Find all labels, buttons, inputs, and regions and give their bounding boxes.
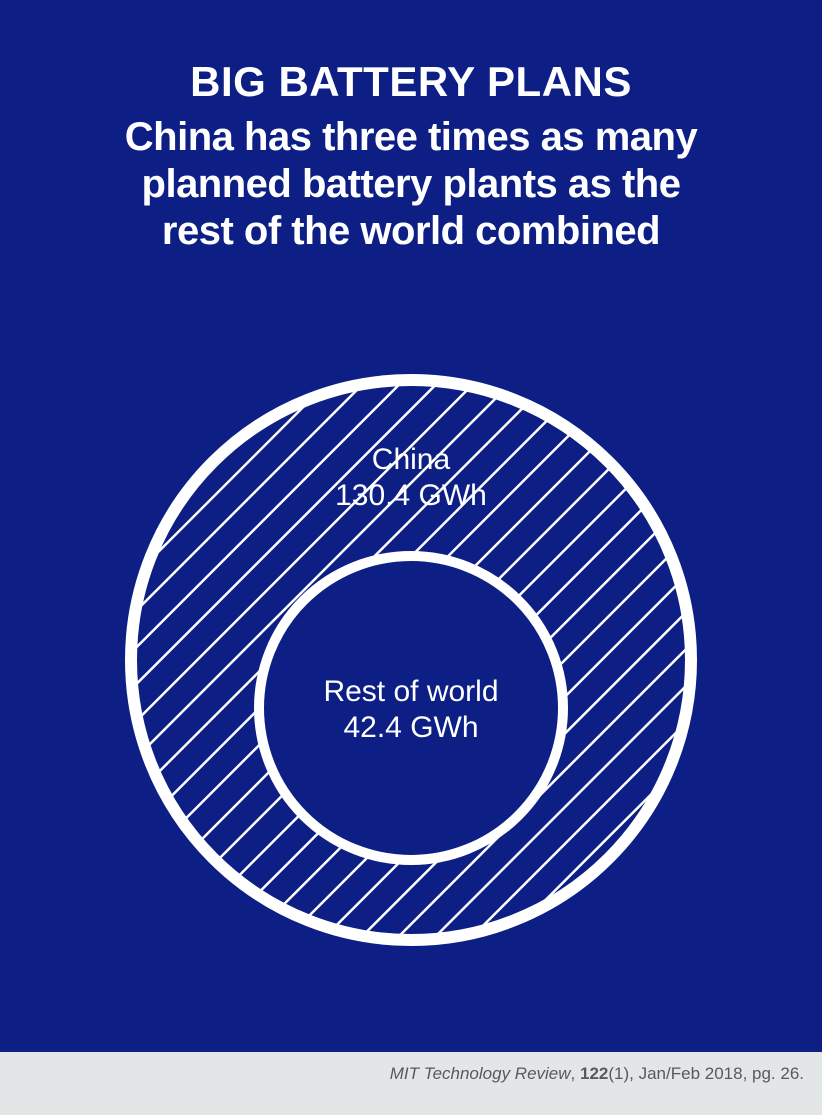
citation-footer: MIT Technology Review, 122(1), Jan/Feb 2… bbox=[0, 1052, 822, 1115]
outer-label-value: 130.4 GWh bbox=[335, 479, 487, 512]
chart-title: BIG BATTERY PLANS bbox=[0, 60, 822, 104]
inner-label-value: 42.4 GWh bbox=[343, 711, 478, 744]
chart-subtitle: China has three times as manyplanned bat… bbox=[0, 114, 822, 256]
citation-sep: , bbox=[571, 1064, 580, 1083]
citation-rest: (1), Jan/Feb 2018, pg. 26. bbox=[608, 1064, 804, 1083]
inner-circle-label: Rest of world 42.4 GWh bbox=[261, 674, 561, 746]
outer-circle-label: China 130.4 GWh bbox=[261, 442, 561, 514]
main-panel: BIG BATTERY PLANS China has three times … bbox=[0, 0, 822, 1052]
outer-label-name: China bbox=[372, 443, 450, 476]
inner-label-name: Rest of world bbox=[323, 675, 498, 708]
nested-circle-chart: China 130.4 GWh Rest of world 42.4 GWh bbox=[101, 350, 721, 970]
citation-volume: 122 bbox=[580, 1064, 608, 1083]
citation-source: MIT Technology Review bbox=[390, 1064, 571, 1083]
